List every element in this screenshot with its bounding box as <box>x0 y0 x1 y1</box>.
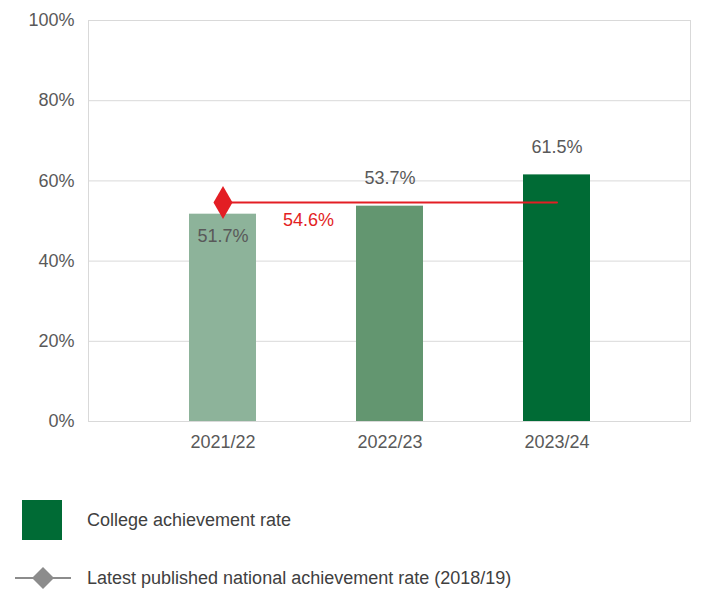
svg-text:2021/22: 2021/22 <box>190 432 255 452</box>
svg-text:60%: 60% <box>38 171 74 191</box>
svg-text:80%: 80% <box>38 90 74 110</box>
svg-text:54.6%: 54.6% <box>283 210 334 230</box>
svg-text:100%: 100% <box>28 10 74 30</box>
svg-text:20%: 20% <box>38 331 74 351</box>
svg-text:0%: 0% <box>48 411 74 431</box>
svg-text:40%: 40% <box>38 251 74 271</box>
svg-text:2023/24: 2023/24 <box>524 432 589 452</box>
svg-text:51.7%: 51.7% <box>197 226 248 246</box>
html-text:College achievement rate: College achievement rate <box>87 509 292 530</box>
html-text:Latest published national achi: Latest published national achievement ra… <box>87 567 512 588</box>
svg-text:2022/23: 2022/23 <box>357 432 422 452</box>
svg-text:53.7%: 53.7% <box>364 168 415 188</box>
svg-text:61.5%: 61.5% <box>531 137 582 157</box>
